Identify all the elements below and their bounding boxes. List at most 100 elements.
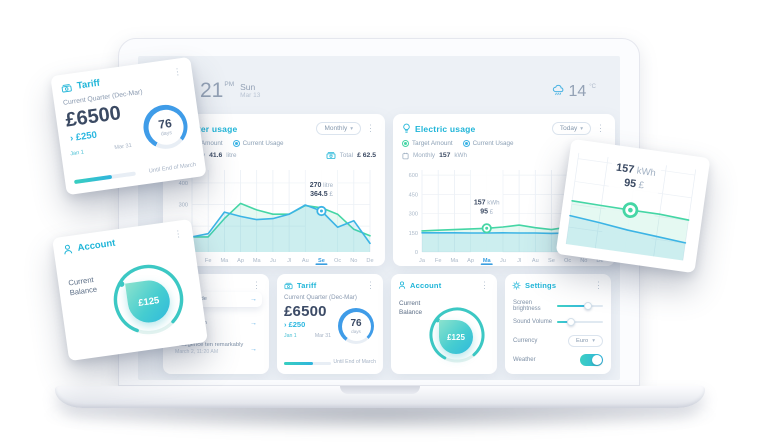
list-item[interactable]: Indulgence ten remarkably March 2, 11:20 … <box>175 342 257 356</box>
electric-legend: Target Amount Current Usage <box>393 135 615 147</box>
gear-icon <box>512 281 521 290</box>
currency-label: Currency <box>513 338 538 344</box>
svg-text:No: No <box>580 258 587 264</box>
weather-widget: 14 °C <box>552 84 596 100</box>
kebab-menu-icon[interactable]: ⋮ <box>594 280 603 290</box>
tariff-progress-bar <box>284 362 331 365</box>
floating-chart-zoom-card: 157 kWh 95 £ <box>555 138 711 274</box>
brightness-slider[interactable] <box>557 302 603 310</box>
calendar-icon <box>402 152 409 159</box>
svg-text:Au: Au <box>532 258 539 264</box>
clock: 21PM Sun Mar 13 <box>200 80 260 102</box>
floating-account-title: Account <box>76 237 117 254</box>
currency-select[interactable]: Euro ▾ <box>567 335 603 347</box>
floating-account-card: Account ⋮ Current Balance £125 <box>52 218 208 362</box>
water-period-value: Monthly <box>324 125 348 132</box>
money-icon <box>326 152 336 159</box>
volume-label: Sound Volume <box>513 319 553 325</box>
tariff-footnote: Until End of March <box>333 359 376 365</box>
electric-usage-chart[interactable]: 157 kWh 95 £ 0 150 300 450 600 Ja Fe Ma Ap Ma Ju Jl Au… <box>400 162 608 266</box>
tariff-subtitle: Current Quarter (Dec-Mar) <box>284 294 357 301</box>
water-period-dropdown[interactable]: Monthly ▾ <box>316 122 361 135</box>
svg-text:0: 0 <box>415 250 418 256</box>
arrow-right-icon: → <box>250 296 257 304</box>
kebab-menu-icon[interactable]: ⋮ <box>480 280 489 290</box>
account-balance-label: Current Balance <box>399 300 423 316</box>
svg-text:De: De <box>596 258 603 264</box>
rain-cloud-icon <box>553 84 564 96</box>
kebab-menu-icon[interactable]: ⋮ <box>366 280 375 290</box>
chevron-down-icon: ▾ <box>580 125 583 132</box>
svg-text:450: 450 <box>409 192 418 198</box>
day-label: Sun <box>240 82 256 92</box>
electric-monthly-value: 157 <box>439 152 451 159</box>
svg-text:270 litre: 270 litre <box>310 182 334 189</box>
account-balance-droplet: £125 <box>439 320 473 354</box>
svg-text:Fe: Fe <box>205 258 212 264</box>
water-monthly-value: 41.6 <box>209 152 223 159</box>
floating-account-gauge <box>113 264 184 335</box>
legend-current-usage[interactable]: Current Usage <box>232 140 284 147</box>
floating-tariff-range-end: Mar 31 <box>114 142 133 152</box>
tariff-card-title: Tariff <box>297 281 317 290</box>
electric-monthly-unit: kWh <box>454 152 468 159</box>
days-remaining-gauge: 76 days <box>338 308 374 344</box>
time-value: 21 <box>200 79 224 102</box>
electric-period-value: Today <box>559 125 578 132</box>
list-item-timestamp: March 2, 11:20 AM <box>175 349 219 356</box>
legend-target-amount[interactable]: Target Amount <box>402 140 453 147</box>
person-icon <box>398 281 406 289</box>
temperature-unit: °C <box>589 84 596 90</box>
electric-card-title: Electric usage <box>415 123 476 134</box>
tariff-range-start: Jan 1 <box>284 333 297 339</box>
brightness-label: Screen brightness <box>513 300 541 312</box>
chevron-down-icon: ▾ <box>350 125 353 132</box>
electric-monthly-label: Monthly <box>413 152 436 159</box>
settings-card-title: Settings <box>525 281 557 290</box>
svg-text:Ma: Ma <box>483 258 492 264</box>
svg-text:Ap: Ap <box>237 258 244 264</box>
currency-value: Euro <box>575 338 589 344</box>
electric-period-dropdown[interactable]: Today ▾ <box>551 122 591 135</box>
svg-text:150: 150 <box>409 231 418 237</box>
water-usage-card: Water usage Monthly ▾ ⋮ Target Amount Cur… <box>163 114 385 266</box>
kebab-menu-icon[interactable]: ⋮ <box>172 66 183 78</box>
laptop-notch <box>340 386 420 394</box>
kebab-menu-icon[interactable]: ⋮ <box>172 228 184 240</box>
svg-text:Se: Se <box>318 258 325 264</box>
floating-tariff-card: Tariff ⋮ Current Quarter (Dec-Mar) £6500… <box>50 56 207 196</box>
tariff-card: Tariff ⋮ Current Quarter (Dec-Mar) £6500… <box>277 274 383 374</box>
water-card-title: Water usage <box>185 123 238 134</box>
floating-tariff-range-start: Jan 1 <box>69 149 85 158</box>
volume-slider[interactable] <box>557 318 603 326</box>
kebab-menu-icon[interactable]: ⋮ <box>252 280 261 290</box>
svg-text:Jl: Jl <box>287 258 291 264</box>
svg-text:157 kWh: 157 kWh <box>615 162 656 179</box>
money-icon <box>61 83 72 92</box>
radio-icon <box>462 140 470 147</box>
svg-text:300: 300 <box>179 203 188 209</box>
svg-text:Au: Au <box>302 258 309 264</box>
chevron-down-icon: ▾ <box>592 338 595 344</box>
time-meridiem: PM <box>224 81 235 88</box>
legend-current-usage[interactable]: Current Usage <box>462 140 514 147</box>
kebab-menu-icon[interactable]: ⋮ <box>596 123 605 133</box>
svg-text:Oc: Oc <box>564 258 571 264</box>
weather-toggle[interactable] <box>580 354 603 366</box>
laptop-lid: 21PM Sun Mar 13 14 °C <box>118 38 640 386</box>
svg-text:Ju: Ju <box>270 258 276 264</box>
svg-text:600: 600 <box>409 173 418 179</box>
svg-text:No: No <box>350 258 357 264</box>
settings-card: Settings ⋮ Screen brightness Sound Volum… <box>505 274 611 374</box>
lightbulb-icon <box>403 123 410 133</box>
kebab-menu-icon[interactable]: ⋮ <box>366 123 375 133</box>
laptop-base <box>55 386 705 408</box>
svg-text:300: 300 <box>409 212 418 218</box>
svg-text:Ma: Ma <box>220 258 229 264</box>
radio-icon <box>402 140 409 147</box>
svg-text:Jl: Jl <box>517 258 521 264</box>
date-label: Mar 13 <box>240 92 261 100</box>
arrow-right-icon: → <box>250 345 257 353</box>
